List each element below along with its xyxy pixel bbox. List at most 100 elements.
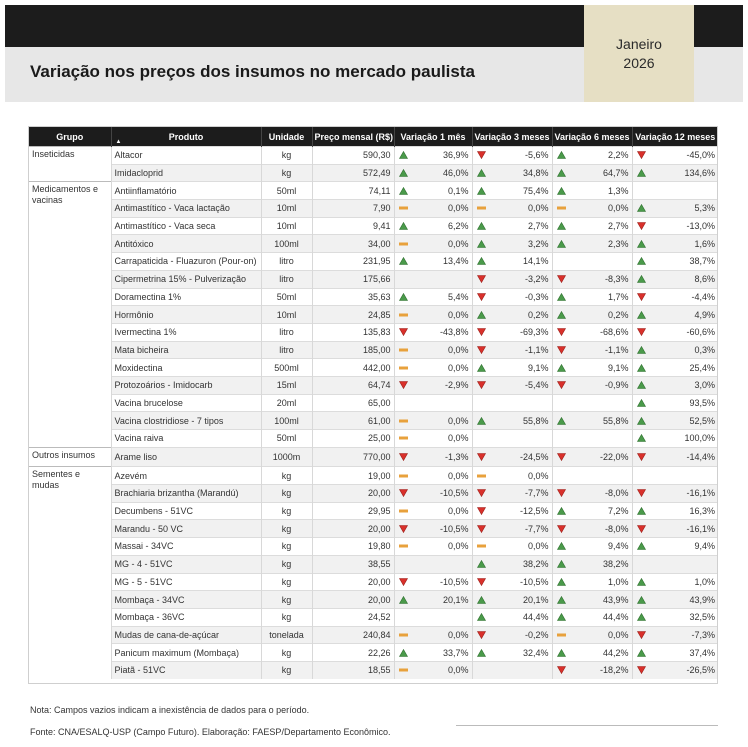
table-row: Antimastítico - Vaca lactação 10ml 7,90 0,0…: [29, 199, 718, 218]
triangle-up-icon: [556, 507, 566, 515]
page-title: Variação nos preços dos insumos no merca…: [30, 62, 475, 81]
col-header-var-3m[interactable]: Variação 3 meses: [471, 127, 552, 147]
triangle-up-icon: [556, 613, 566, 622]
variation-value: 93,5%: [689, 397, 715, 408]
product-cell: Altacor: [110, 146, 261, 165]
triangle-up-icon: [636, 275, 646, 283]
triangle-up-icon: [636, 239, 646, 248]
variation-cell-v6: 64,7%: [551, 163, 632, 182]
triangle-up-icon: [556, 595, 566, 604]
table-row: Sementes e mudas Azevém kg 19,00 0,0% 0,0%: [29, 466, 718, 679]
triangle-down-icon: [636, 293, 646, 301]
table-row: Moxidectina 500ml 442,00 0,0% 9,1% 9,1% 25,4%: [29, 358, 718, 377]
unit-cell: 50ml: [260, 181, 312, 200]
triangle-up-icon: [476, 169, 486, 177]
variation-cell-v6: 44,4%: [551, 607, 632, 627]
unit-cell: kg: [260, 466, 312, 485]
variation-cell-v12: -60,6%: [631, 322, 718, 342]
variation-cell-v3: -7,7%: [471, 484, 552, 503]
variation-cell-v6: [551, 252, 632, 271]
variation-cell-v3: -24,5%: [471, 446, 552, 467]
variation-cell-v12: 1,0%: [631, 572, 718, 591]
variation-value: -60,6%: [686, 327, 715, 338]
variation-value: 20,1%: [442, 594, 469, 605]
variation-cell-v12: 1,6%: [631, 234, 718, 253]
triangle-up-icon: [636, 381, 646, 390]
unit-cell: kg: [260, 660, 312, 679]
variation-value: 44,2%: [602, 647, 629, 658]
table-row: MG - 4 - 51VC kg 38,55 38,2% 38,2%: [29, 554, 718, 573]
variation-cell-v1: 6,2%: [393, 216, 472, 235]
col-header-unidade[interactable]: Unidade: [260, 127, 312, 147]
triangle-down-icon: [476, 578, 486, 586]
variation-value: 46,0%: [442, 168, 469, 179]
triangle-down-icon: [556, 666, 566, 675]
col-header-grupo[interactable]: Grupo: [29, 127, 111, 147]
triangle-up-icon: [398, 222, 408, 230]
triangle-up-icon: [636, 169, 646, 177]
triangle-up-icon: [476, 310, 486, 319]
variation-cell-v6: 2,2%: [551, 146, 632, 165]
variation-value: 0,0%: [447, 344, 469, 355]
unit-cell: 100ml: [260, 234, 312, 253]
variation-value: 8,6%: [694, 274, 715, 285]
variation-cell-v12: -14,4%: [631, 446, 718, 467]
variation-value: 0,0%: [447, 433, 469, 444]
table-row: Inseticidas Altacor kg 590,30 36,9% -5,6% 2,2%…: [29, 145, 718, 182]
variation-value: 38,2%: [602, 559, 629, 570]
variation-value: 38,2%: [522, 559, 549, 570]
variation-value: -10,5%: [519, 576, 549, 587]
col-header-var-1m[interactable]: Variação 1 mês: [393, 127, 472, 147]
variation-cell-v3: -0,2%: [471, 625, 552, 644]
flat-dash-icon: [556, 633, 566, 637]
table-row: Brachiaria brizantha (Marandú) kg 20,00 -10…: [29, 484, 718, 503]
col-header-var-12m[interactable]: Variação 12 meses: [631, 127, 718, 147]
variation-cell-v6: [551, 393, 632, 412]
variation-value: 33,7%: [442, 647, 469, 658]
variation-value: 5,3%: [694, 203, 715, 214]
product-cell: Doramectina 1%: [110, 287, 261, 306]
table-row: Medicamentos e vacinas Antiinflamatório 50…: [29, 181, 718, 448]
table-row: Cipermetrina 15% - Pulverização litro 175,…: [29, 269, 718, 288]
table-row: Mudas de cana-de-açúcar tonelada 240,84 0,0…: [29, 625, 718, 644]
variation-cell-v1: -10,5%: [393, 484, 472, 503]
price-cell: 24,52: [311, 607, 394, 627]
variation-cell-v1: 0,0%: [393, 466, 472, 485]
variation-cell-v12: -7,3%: [631, 625, 718, 644]
flat-dash-icon: [398, 206, 408, 210]
variation-cell-v6: 9,4%: [551, 537, 632, 556]
variation-cell-v1: -1,3%: [393, 446, 472, 467]
triangle-up-icon: [636, 434, 646, 443]
group-cell: Medicamentos e vacinas: [29, 181, 111, 448]
unit-cell: kg: [260, 607, 312, 627]
triangle-down-icon: [398, 453, 408, 462]
table-row: Carrapaticida - Fluazuron (Pour-on) litro…: [29, 252, 718, 271]
variation-cell-v6: 2,3%: [551, 234, 632, 253]
col-header-preco[interactable]: Preço mensal (R$): [311, 127, 394, 147]
triangle-up-icon: [636, 648, 646, 657]
triangle-up-icon: [636, 398, 646, 407]
variation-cell-v1: 0,0%: [393, 340, 472, 359]
variation-cell-v1: 33,7%: [393, 643, 472, 662]
variation-value: 38,7%: [689, 256, 715, 267]
variation-value: 44,4%: [602, 612, 629, 623]
date-box: Janeiro 2026: [584, 5, 694, 102]
variation-cell-v12: 3,0%: [631, 375, 718, 395]
unit-cell: kg: [260, 590, 312, 609]
variation-cell-v3: -7,7%: [471, 519, 552, 538]
table-row: Protozoários - Imidocarb 15ml 64,74 -2,9% -5…: [29, 375, 718, 395]
col-header-produto[interactable]: ▲ Produto: [110, 127, 261, 147]
variation-value: 0,0%: [527, 541, 549, 552]
triangle-up-icon: [398, 292, 408, 301]
variation-cell-v6: 0,0%: [551, 625, 632, 644]
table-row: Ivermectina 1% litro 135,83 -43,8% -69,3% -68…: [29, 322, 718, 342]
triangle-up-icon: [556, 560, 566, 568]
triangle-down-icon: [476, 275, 486, 284]
variation-value: -3,2%: [524, 274, 549, 285]
col-header-var-6m[interactable]: Variação 6 meses: [551, 127, 632, 147]
variation-value: 20,1%: [522, 594, 549, 605]
table-header-row: Grupo ▲ Produto Unidade Preço mensal (R$)…: [29, 127, 718, 147]
footnote: Nota: Campos vazios indicam a inexistênc…: [30, 705, 310, 715]
price-cell: 34,00: [311, 234, 394, 253]
flat-dash-icon: [398, 544, 408, 548]
